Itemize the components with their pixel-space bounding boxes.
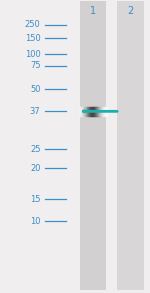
- Text: 37: 37: [30, 107, 40, 116]
- Text: 2: 2: [127, 6, 134, 16]
- Text: 20: 20: [30, 164, 40, 173]
- Bar: [117, 1, 144, 290]
- Text: 15: 15: [30, 195, 40, 204]
- Text: 150: 150: [25, 34, 40, 42]
- Text: 10: 10: [30, 217, 40, 226]
- Text: 1: 1: [90, 6, 96, 16]
- Text: 250: 250: [25, 21, 40, 29]
- Text: 50: 50: [30, 85, 40, 94]
- Text: 75: 75: [30, 62, 40, 70]
- Bar: [80, 1, 106, 290]
- Text: 25: 25: [30, 145, 40, 154]
- Text: 100: 100: [25, 50, 40, 59]
